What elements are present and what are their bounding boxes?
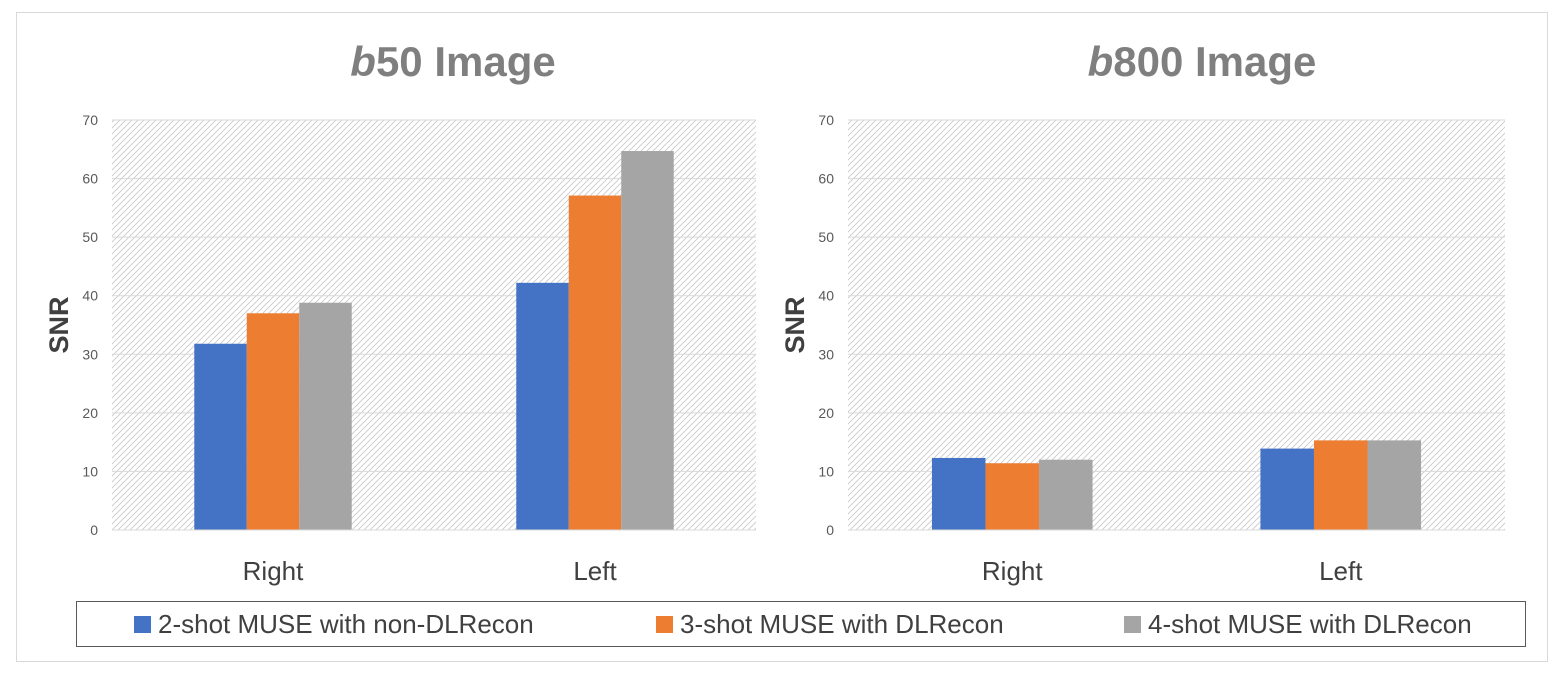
bar (621, 151, 674, 531)
y-tick-label: 70 (82, 112, 98, 128)
bar (1313, 440, 1368, 530)
bar (931, 457, 986, 530)
chart-title: b800 Image (1088, 38, 1317, 85)
y-tick-label: 50 (82, 229, 98, 245)
chart-title-rest: 50 Image (376, 38, 556, 85)
x-tick-label: Right (982, 556, 1043, 586)
y-tick-label: 20 (82, 405, 98, 421)
y-tick-label: 0 (826, 522, 834, 538)
y-tick-label: 40 (82, 288, 98, 304)
y-tick-label: 10 (818, 463, 834, 479)
x-tick-label: Right (243, 556, 304, 586)
legend-swatch (1124, 615, 1141, 633)
y-tick-label: 60 (818, 171, 834, 187)
legend-label: 3-shot MUSE with DLRecon (680, 608, 1004, 639)
y-tick-label: 70 (818, 112, 834, 128)
chart-title-prefix: b (1088, 38, 1114, 85)
legend-label: 2-shot MUSE with non-DLRecon (158, 608, 534, 639)
legend-swatch (134, 615, 151, 633)
chart-b800: b800 Image SNR 0 10 20 30 40 50 60 70 Right Left (780, 38, 1505, 586)
x-tick-label: Left (573, 556, 617, 586)
y-tick-label: 20 (818, 405, 834, 421)
y-tick-label: 0 (90, 522, 98, 538)
x-tick-label: Left (1319, 556, 1363, 586)
bar (194, 343, 247, 530)
plot-area: 0 10 20 30 40 50 60 70 Right Left (818, 112, 1505, 586)
legend-item: 3-shot MUSE with DLRecon (656, 602, 1004, 646)
y-tick-label: 10 (82, 463, 98, 479)
chart-b50: b50 Image SNR 0 10 20 30 40 50 60 70 Right Left (44, 38, 756, 586)
bar (1039, 459, 1093, 530)
y-axis-label: SNR (44, 296, 74, 353)
bar (568, 195, 622, 531)
chart-title-prefix: b (350, 38, 376, 85)
legend-item: 2-shot MUSE with non-DLRecon (134, 602, 534, 646)
bar (246, 313, 300, 530)
legend-label: 4-shot MUSE with DLRecon (1148, 608, 1472, 639)
plot-area: 0 10 20 30 40 50 60 70 Right Left (82, 112, 756, 586)
legend-swatch (656, 615, 673, 633)
y-tick-label: 30 (818, 346, 834, 362)
y-tick-label: 50 (818, 229, 834, 245)
legend: 2-shot MUSE with non-DLRecon 3-shot MUSE … (76, 601, 1526, 647)
chart-title-rest: 800 Image (1113, 38, 1316, 85)
bar (1260, 448, 1314, 530)
y-tick-label: 40 (818, 288, 834, 304)
bar (985, 463, 1040, 530)
bar (1367, 440, 1422, 530)
bar (299, 302, 352, 530)
legend-item: 4-shot MUSE with DLRecon (1124, 602, 1472, 646)
chart-title: b50 Image (350, 38, 555, 85)
y-axis-label: SNR (780, 296, 810, 353)
y-tick-label: 30 (82, 346, 98, 362)
bar (516, 282, 569, 530)
y-tick-label: 60 (82, 171, 98, 187)
